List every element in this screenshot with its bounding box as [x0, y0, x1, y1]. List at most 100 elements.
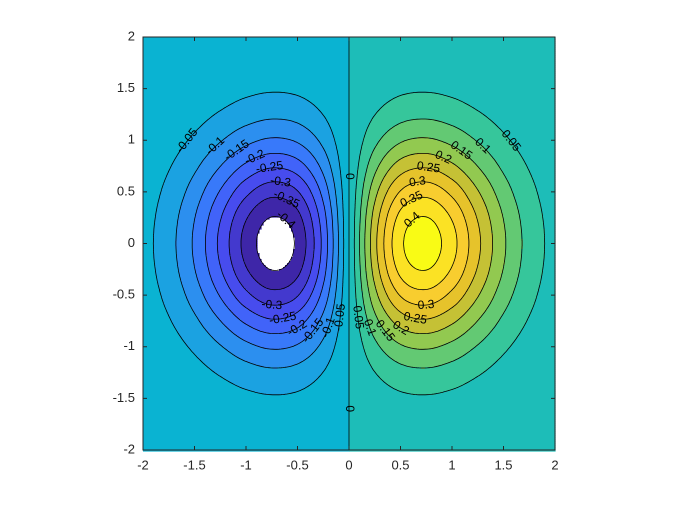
band-fill — [165, 177, 194, 180]
band-fill — [493, 243, 506, 246]
band-fill — [397, 325, 450, 328]
band-fill — [447, 191, 466, 194]
band-fill — [349, 45, 556, 48]
band-fill — [199, 281, 214, 284]
band-fill — [143, 215, 156, 218]
band-fill — [257, 205, 296, 208]
band-fill — [363, 345, 380, 348]
band-fill — [199, 201, 214, 204]
band-fill — [537, 295, 556, 298]
band-fill — [349, 95, 400, 98]
band-fill — [349, 333, 362, 336]
band-fill — [225, 325, 250, 328]
band-fill — [295, 391, 350, 394]
band-fill — [443, 297, 464, 300]
band-fill — [335, 191, 344, 194]
band-fill — [525, 163, 556, 166]
band-fill — [143, 159, 176, 162]
band-fill — [235, 151, 310, 154]
band-fill — [373, 179, 384, 182]
band-fill — [361, 339, 376, 342]
band-fill — [403, 279, 444, 282]
band-fill — [263, 183, 288, 186]
band-fill — [387, 265, 396, 268]
band-fill — [343, 251, 350, 254]
band-fill — [349, 147, 362, 150]
band-fill — [367, 317, 378, 320]
band-fill — [359, 249, 366, 252]
band-fill — [161, 293, 186, 296]
band-fill — [337, 265, 344, 268]
band-fill — [333, 223, 340, 226]
band-fill — [359, 165, 368, 168]
band-fill — [377, 343, 400, 346]
band-fill — [379, 185, 392, 188]
band-fill — [535, 301, 556, 304]
band-fill — [193, 239, 206, 242]
band-fill — [143, 55, 350, 58]
band-fill — [143, 195, 160, 198]
band-fill — [381, 211, 390, 214]
band-fill — [361, 283, 368, 286]
band-fill — [343, 235, 350, 238]
band-fill — [505, 237, 522, 240]
band-fill — [317, 181, 326, 184]
band-fill — [365, 223, 372, 226]
band-fill — [153, 251, 178, 254]
band-fill — [399, 143, 450, 146]
band-fill — [143, 53, 350, 56]
band-fill — [405, 299, 442, 302]
band-fill — [371, 225, 378, 228]
band-fill — [535, 299, 556, 302]
band-fill — [339, 223, 344, 226]
band-fill — [467, 227, 480, 230]
band-fill — [479, 263, 492, 266]
fill-layer — [143, 37, 556, 452]
band-fill — [239, 149, 308, 152]
band-fill — [397, 193, 450, 196]
band-fill — [531, 175, 556, 178]
band-fill — [543, 261, 556, 264]
band-fill — [299, 273, 310, 276]
band-fill — [517, 207, 542, 210]
band-fill — [225, 107, 318, 110]
band-fill — [327, 119, 350, 122]
band-fill — [389, 151, 464, 154]
band-fill — [329, 195, 336, 198]
band-fill — [371, 119, 412, 122]
band-fill — [155, 271, 180, 274]
band-fill — [309, 273, 320, 276]
band-fill — [461, 169, 482, 172]
band-fill — [311, 313, 324, 316]
band-fill — [521, 331, 556, 334]
band-fill — [335, 343, 350, 346]
band-fill — [325, 335, 338, 338]
band-fill — [311, 293, 322, 296]
band-fill — [355, 249, 360, 252]
band-fill — [305, 285, 316, 288]
band-fill — [373, 277, 382, 280]
band-fill — [295, 157, 316, 160]
band-fill — [195, 219, 208, 222]
band-fill — [143, 213, 156, 216]
band-fill — [203, 295, 220, 298]
band-fill — [481, 247, 494, 250]
band-fill — [253, 209, 298, 212]
band-fill — [475, 163, 498, 166]
band-fill — [199, 165, 222, 168]
band-fill — [381, 275, 390, 278]
band-fill — [207, 231, 220, 234]
band-fill — [395, 289, 452, 292]
band-fill — [143, 253, 154, 256]
band-fill — [461, 129, 502, 132]
band-fill — [193, 175, 214, 178]
band-fill — [229, 381, 314, 384]
band-fill — [373, 271, 380, 274]
band-fill — [497, 199, 516, 202]
band-fill — [339, 329, 350, 332]
band-fill — [481, 289, 498, 292]
contour-line — [370, 153, 493, 334]
band-fill — [231, 133, 314, 136]
band-fill — [221, 265, 234, 268]
band-fill — [479, 225, 492, 228]
